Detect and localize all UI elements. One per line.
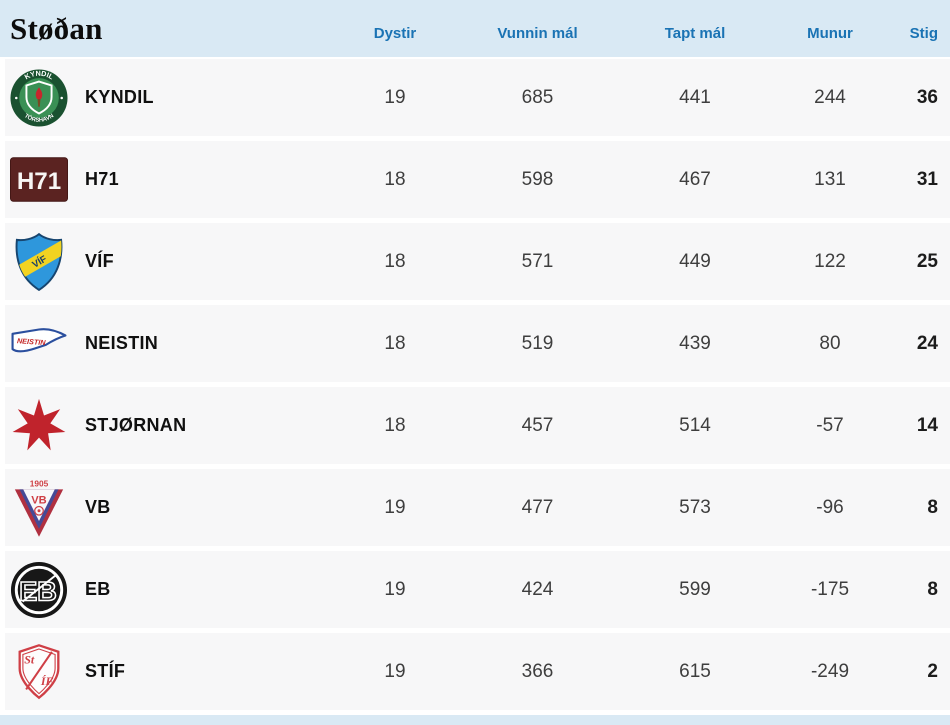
svg-text:St: St [24, 652, 35, 666]
table-row: STJØRNAN 18 457 514 -57 14 [5, 387, 950, 464]
matches-value: 18 [384, 414, 406, 436]
table-row: St ÍF STÍF 19 366 615 -249 2 [5, 633, 950, 710]
svg-text:NEISTIN: NEISTIN [17, 336, 47, 347]
team-cell: NEISTIN NEISTIN [5, 313, 330, 375]
goals-for-value: 457 [521, 414, 554, 436]
goals-for-value: 685 [521, 86, 554, 108]
goals-against-value: 599 [679, 578, 711, 600]
points-value: 8 [927, 578, 938, 600]
stif-crest-logo: St ÍF [10, 641, 68, 703]
team-cell: St ÍF STÍF [5, 641, 330, 703]
goal-diff-value: -175 [810, 578, 850, 600]
table-row: VÍF VÍF 18 571 449 122 25 [5, 223, 950, 300]
team-cell: VÍF VÍF [5, 231, 330, 293]
bottom-strip [0, 715, 950, 725]
goals-against-value: 615 [679, 660, 711, 682]
h71-crest-logo: H71 [10, 149, 68, 211]
team-name: VÍF [85, 251, 114, 271]
standings-header: Støðan Dystir Vunnin mál Tapt mál Munur … [0, 0, 950, 57]
points-value: 31 [916, 168, 938, 190]
goals-against-value: 449 [679, 250, 711, 272]
goals-for-value: 366 [521, 660, 554, 682]
svg-text:EB: EB [19, 576, 57, 606]
svg-text:H71: H71 [17, 168, 61, 195]
matches-value: 18 [384, 332, 406, 354]
stjornan-crest-logo [10, 395, 68, 457]
matches-value: 19 [384, 86, 406, 108]
goals-for-value: 571 [521, 250, 554, 272]
team-name: KYNDIL [85, 87, 154, 107]
goals-against-value: 573 [679, 496, 711, 518]
table-row: EB EB 19 424 599 -175 8 [5, 551, 950, 628]
goals-for-value: 477 [521, 496, 554, 518]
column-header-dystir: Dystir [373, 25, 417, 42]
table-row: KYNDIL TÓRSHAVN KYNDIL 19 685 441 244 36 [5, 59, 950, 136]
team-name: EB [85, 579, 111, 599]
points-value: 2 [927, 660, 938, 682]
team-name: VB [85, 497, 111, 517]
team-name: STJØRNAN [85, 415, 187, 435]
team-cell: 1905 VB VB [5, 477, 330, 539]
points-value: 14 [916, 414, 938, 436]
points-value: 36 [916, 86, 938, 108]
team-name: NEISTIN [85, 333, 159, 353]
matches-value: 19 [384, 578, 406, 600]
team-cell: H71 H71 [5, 149, 330, 211]
svg-text:1905: 1905 [30, 478, 49, 488]
svg-text:VB: VB [31, 494, 46, 506]
goals-against-value: 467 [679, 168, 711, 190]
team-name: H71 [85, 169, 119, 189]
goal-diff-value: 131 [814, 168, 846, 190]
table-row: H71 H71 18 598 467 131 31 [5, 141, 950, 218]
goal-diff-value: -249 [810, 660, 850, 682]
matches-value: 19 [384, 496, 406, 518]
team-name: STÍF [85, 661, 126, 681]
column-header-stig: Stig [909, 25, 938, 42]
column-header-vunnin-mal: Vunnin mál [497, 25, 578, 42]
goal-diff-value: 244 [814, 86, 846, 108]
goals-against-value: 439 [679, 332, 711, 354]
title-cell: Støðan [0, 11, 330, 47]
matches-value: 19 [384, 660, 406, 682]
svg-text:ÍF: ÍF [40, 673, 54, 687]
kyndil-crest-logo: KYNDIL TÓRSHAVN [10, 67, 68, 129]
matches-value: 18 [384, 168, 406, 190]
goals-against-value: 514 [679, 414, 711, 436]
points-value: 8 [927, 496, 938, 518]
goal-diff-value: -57 [816, 414, 844, 436]
table-row: NEISTIN NEISTIN 18 519 439 80 24 [5, 305, 950, 382]
team-cell: STJØRNAN [5, 395, 330, 457]
table-row: 1905 VB VB 19 477 573 -96 8 [5, 469, 950, 546]
goals-against-value: 441 [679, 86, 711, 108]
neistin-crest-logo: NEISTIN [10, 313, 68, 375]
column-header-munur: Munur [807, 25, 853, 42]
goal-diff-value: 80 [819, 332, 841, 354]
team-cell: KYNDIL TÓRSHAVN KYNDIL [5, 67, 330, 129]
points-value: 24 [916, 332, 938, 354]
svg-text:TÓRSHAVN: TÓRSHAVN [23, 113, 55, 124]
goal-diff-value: 122 [814, 250, 846, 272]
goals-for-value: 598 [521, 168, 554, 190]
matches-value: 18 [384, 250, 406, 272]
goals-for-value: 424 [521, 578, 554, 600]
goal-diff-value: -96 [816, 496, 844, 518]
goals-for-value: 519 [521, 332, 554, 354]
vif-crest-logo: VÍF [10, 231, 68, 293]
standings-rows: KYNDIL TÓRSHAVN KYNDIL 19 685 441 244 36… [0, 59, 950, 710]
team-cell: EB EB [5, 559, 330, 621]
page-title: Støðan [10, 10, 103, 46]
points-value: 25 [916, 250, 938, 272]
vb-crest-logo: 1905 VB [10, 477, 68, 539]
eb-crest-logo: EB [10, 559, 68, 621]
column-header-tapt-mal: Tapt mál [664, 25, 726, 42]
